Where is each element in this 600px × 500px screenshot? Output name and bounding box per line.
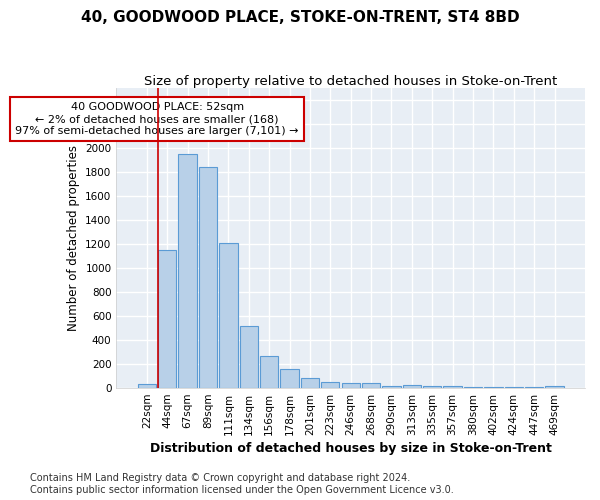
Title: Size of property relative to detached houses in Stoke-on-Trent: Size of property relative to detached ho… [144, 75, 557, 88]
Bar [362, 384, 380, 388]
Bar [199, 167, 217, 388]
Bar [260, 356, 278, 388]
Text: 40, GOODWOOD PLACE, STOKE-ON-TRENT, ST4 8BD: 40, GOODWOOD PLACE, STOKE-ON-TRENT, ST4 … [80, 10, 520, 25]
Bar [219, 243, 238, 388]
Bar [382, 386, 401, 388]
Bar [301, 378, 319, 388]
Bar [423, 386, 442, 388]
Y-axis label: Number of detached properties: Number of detached properties [67, 145, 80, 331]
Bar [403, 385, 421, 388]
X-axis label: Distribution of detached houses by size in Stoke-on-Trent: Distribution of detached houses by size … [150, 442, 551, 455]
Bar [545, 386, 563, 388]
Bar [178, 154, 197, 388]
Text: 40 GOODWOOD PLACE: 52sqm
← 2% of detached houses are smaller (168)
97% of semi-d: 40 GOODWOOD PLACE: 52sqm ← 2% of detache… [16, 102, 299, 136]
Bar [443, 386, 462, 388]
Bar [280, 370, 299, 388]
Bar [239, 326, 258, 388]
Bar [341, 382, 360, 388]
Bar [158, 250, 176, 388]
Bar [321, 382, 340, 388]
Text: Contains HM Land Registry data © Crown copyright and database right 2024.
Contai: Contains HM Land Registry data © Crown c… [30, 474, 454, 495]
Bar [137, 384, 156, 388]
